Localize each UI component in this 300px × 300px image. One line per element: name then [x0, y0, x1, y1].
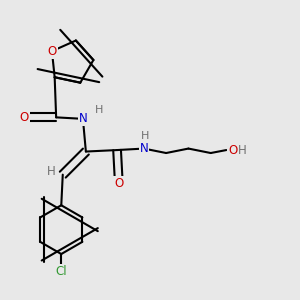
Text: O: O	[114, 177, 123, 190]
Text: H: H	[238, 144, 247, 157]
Text: H: H	[140, 131, 149, 141]
Text: H: H	[95, 105, 103, 115]
Text: O: O	[47, 45, 57, 58]
Text: H: H	[46, 165, 55, 178]
Text: O: O	[20, 111, 29, 124]
Text: O: O	[228, 144, 238, 157]
Text: N: N	[79, 112, 87, 125]
Text: Cl: Cl	[56, 266, 67, 278]
Text: N: N	[140, 142, 148, 155]
